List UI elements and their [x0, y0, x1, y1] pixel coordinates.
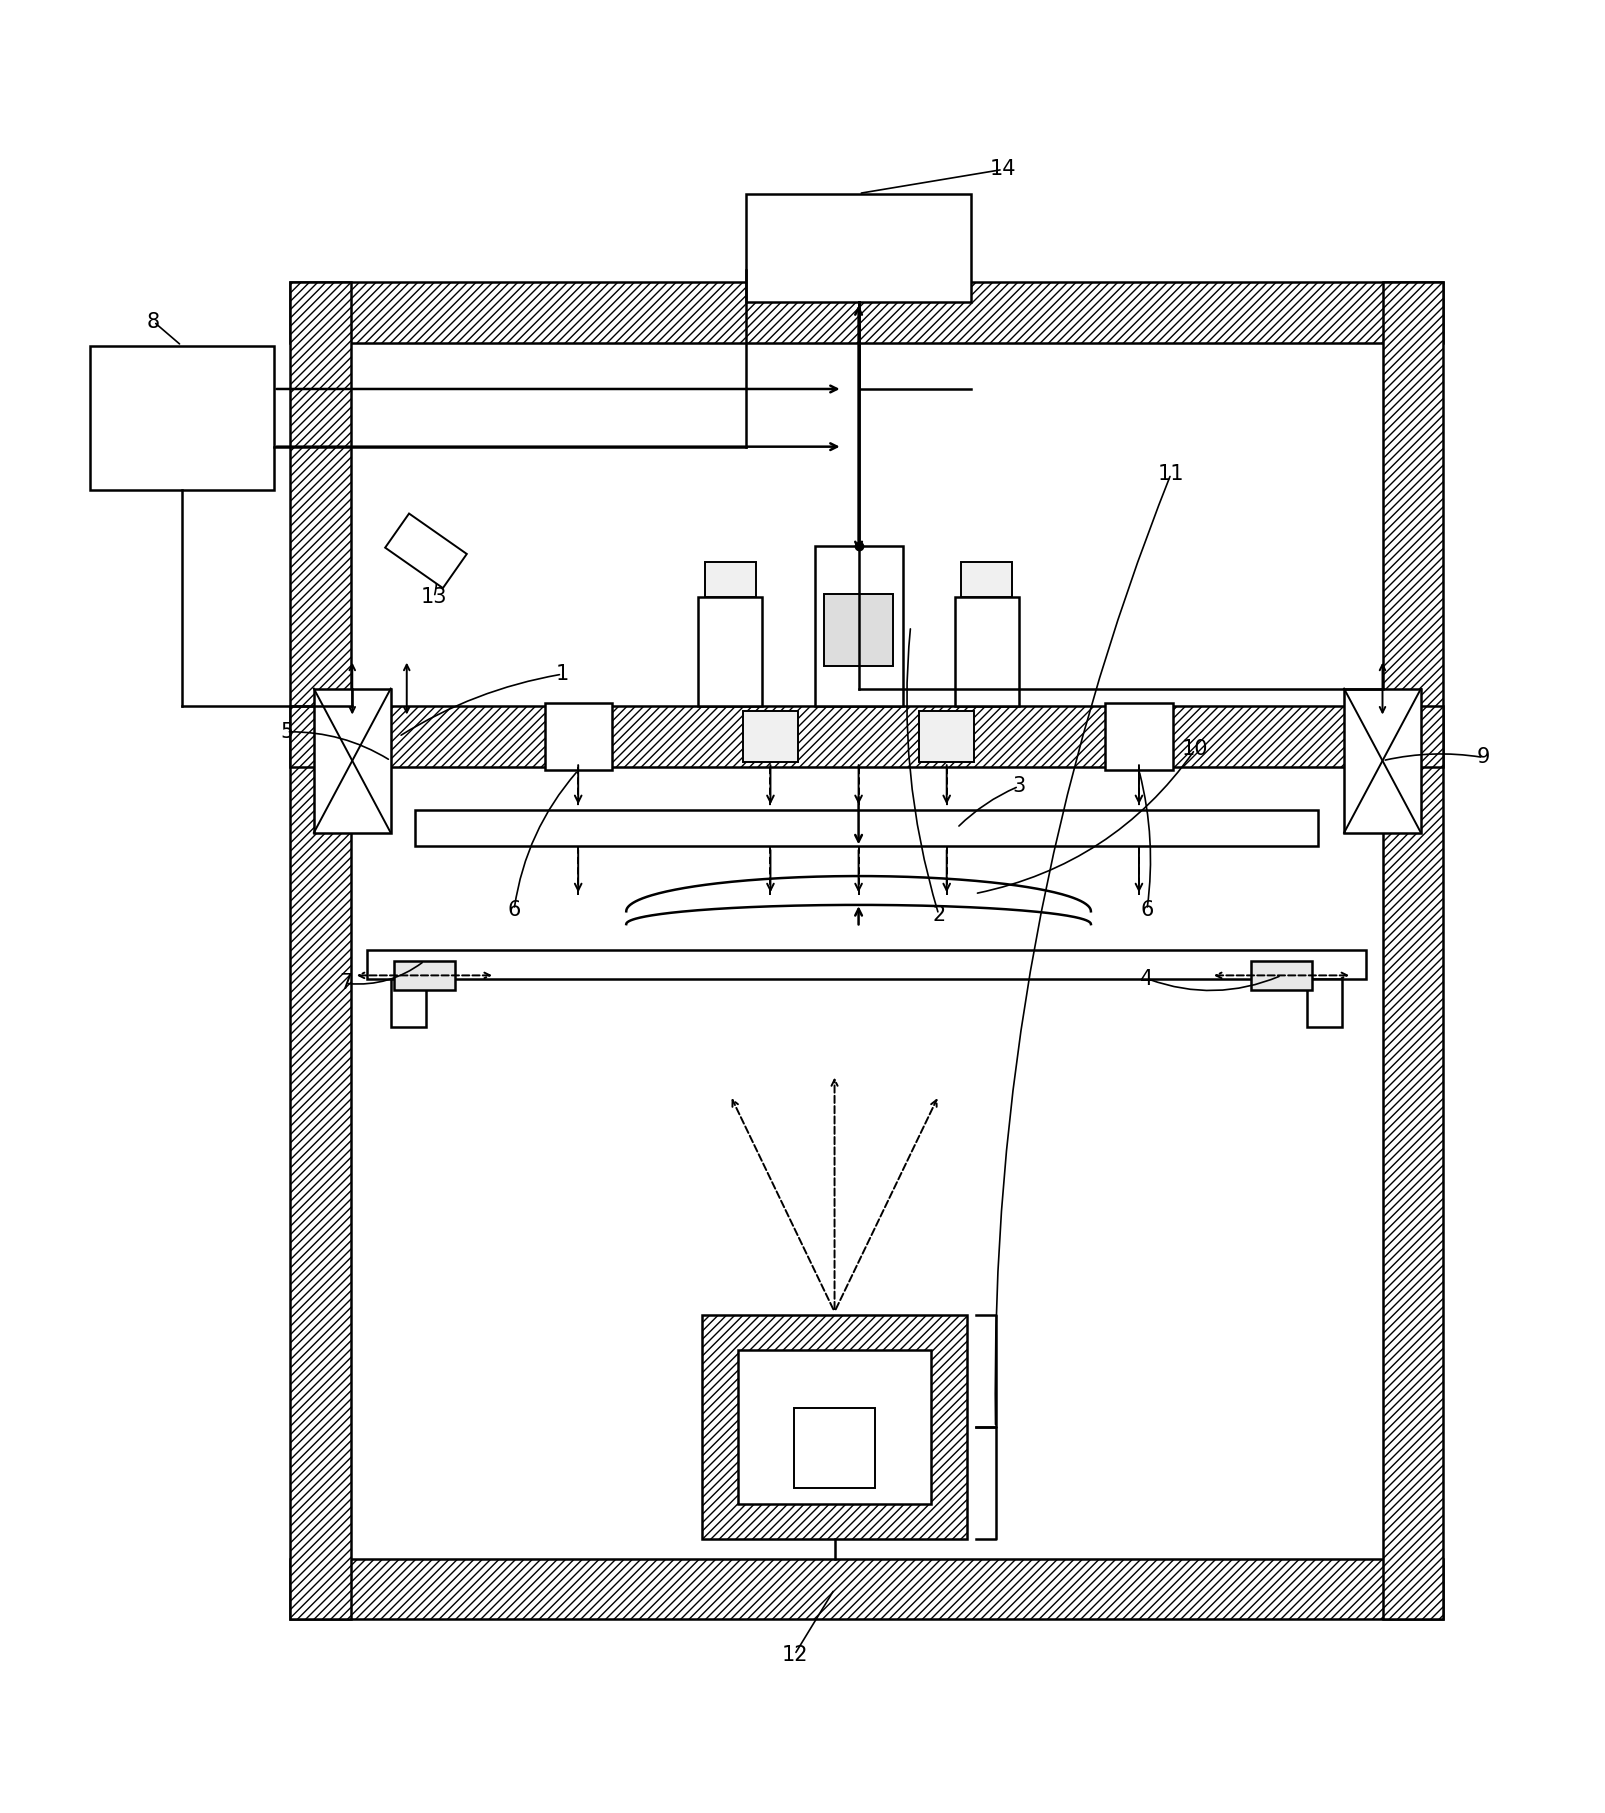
Text: 6: 6 — [1140, 899, 1154, 919]
Bar — [1343, 689, 1420, 832]
Bar — [291, 281, 350, 1619]
Bar — [698, 596, 762, 707]
Bar — [738, 1351, 931, 1505]
Bar — [823, 595, 892, 665]
Bar — [1252, 961, 1311, 990]
Text: 1: 1 — [555, 664, 568, 684]
Bar — [544, 703, 612, 771]
Bar — [390, 979, 425, 1026]
Bar — [705, 562, 756, 596]
Text: 4: 4 — [1141, 968, 1154, 988]
Bar — [814, 546, 902, 707]
Bar — [1382, 281, 1443, 1619]
Bar — [746, 194, 971, 303]
Bar — [414, 810, 1318, 845]
Text: 2: 2 — [933, 905, 945, 925]
Text: 8: 8 — [148, 312, 160, 332]
Text: 6: 6 — [507, 899, 520, 919]
Bar — [1306, 979, 1342, 1026]
Text: 14: 14 — [990, 160, 1016, 179]
Bar — [955, 596, 1019, 707]
Bar — [920, 711, 974, 761]
Text: 13: 13 — [421, 587, 448, 607]
Bar — [393, 961, 454, 990]
Text: 9: 9 — [1477, 747, 1489, 767]
Bar — [703, 1314, 966, 1539]
Text: 7: 7 — [339, 974, 353, 994]
Text: 3: 3 — [1013, 776, 1026, 796]
Bar — [291, 281, 1443, 343]
Bar — [743, 711, 798, 761]
Bar — [366, 950, 1366, 979]
Text: 12: 12 — [782, 1644, 807, 1664]
Text: 11: 11 — [1157, 464, 1184, 484]
Bar — [1106, 703, 1173, 771]
Bar — [291, 1559, 1443, 1619]
Bar — [961, 562, 1013, 596]
Bar — [90, 346, 274, 490]
Bar — [794, 1409, 875, 1488]
Text: 5: 5 — [279, 722, 294, 742]
Bar — [315, 689, 390, 832]
Bar — [350, 343, 1382, 1559]
Polygon shape — [385, 513, 467, 587]
Text: 10: 10 — [1181, 740, 1209, 760]
Bar — [291, 707, 1443, 767]
